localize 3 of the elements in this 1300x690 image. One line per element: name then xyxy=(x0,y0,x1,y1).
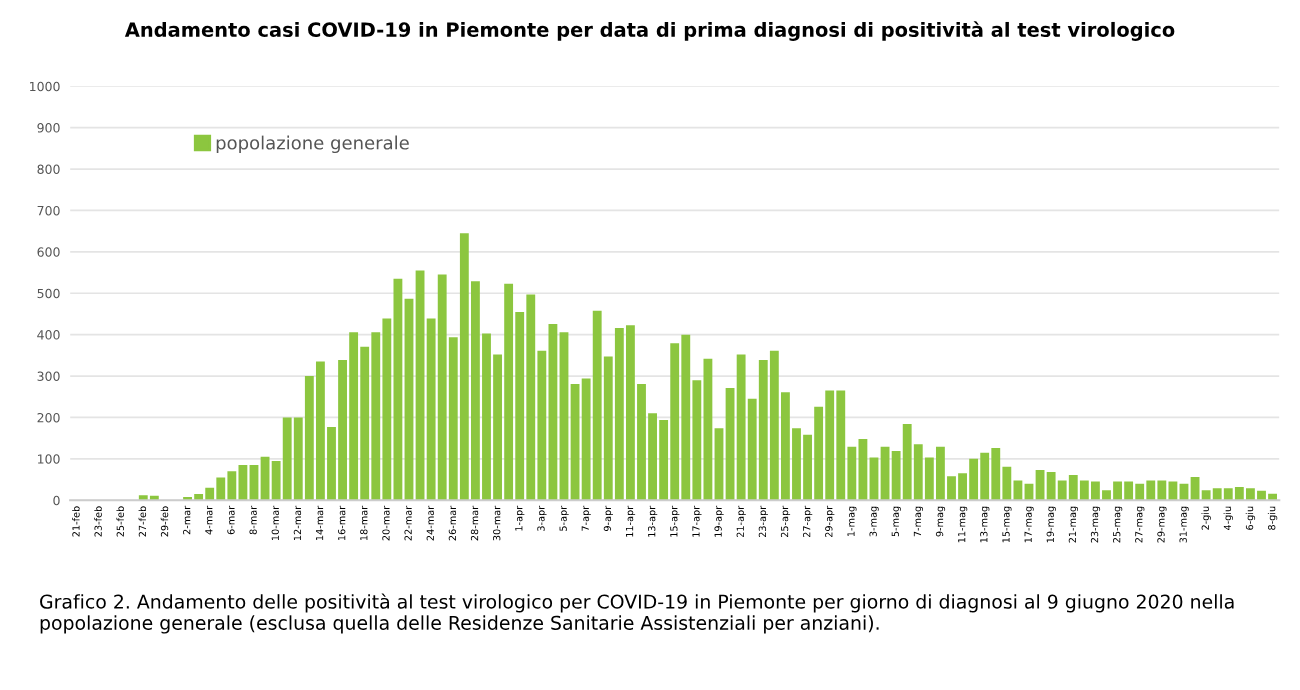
legend-label: popolazione generale xyxy=(216,135,409,154)
chart-title: Andamento casi COVID-19 in Piemonte per data di prima diagnosi di positività al test virologico xyxy=(124,21,1175,41)
text: Grafico 2. Andamento delle positività al test virologico per COVID-19 in Piemonte per giorno di diagnosi al 9 giugno 2020 nella popolazione generale (esclusa quella delle Residenze Sanitarie Assistenziali per anziani). xyxy=(40,593,1234,634)
